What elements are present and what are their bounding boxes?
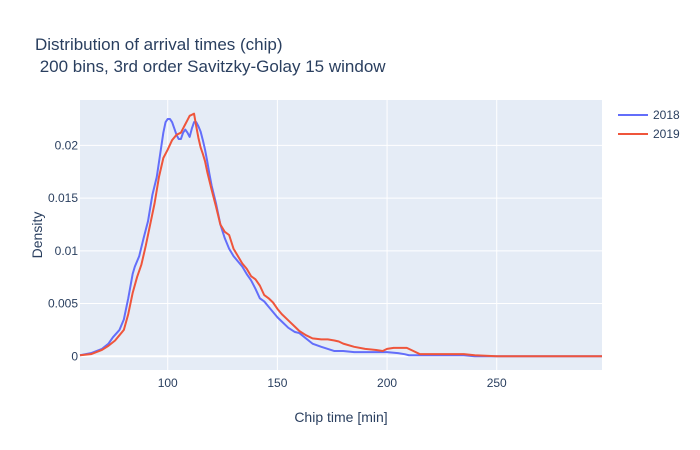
x-axis-ticks: 100 150 200 250 [158, 376, 507, 390]
x-axis-title: Chip time [min] [294, 409, 387, 425]
chart-title-line2: 200 bins, 3rd order Savitzky-Golay 15 wi… [35, 57, 386, 76]
legend-item-2018[interactable]: 2018 [618, 108, 680, 122]
x-tick-label: 200 [377, 376, 397, 390]
y-axis-ticks: 0 0.005 0.01 0.015 0.02 [48, 138, 78, 363]
y-tick-label: 0.02 [55, 138, 79, 152]
legend-label: 2018 [653, 108, 680, 122]
legend[interactable]: 2018 2019 [618, 108, 680, 141]
series-line-2019 [79, 112, 602, 358]
x-tick-label: 100 [158, 376, 178, 390]
x-tick-label: 150 [267, 376, 287, 390]
y-axis-title: Density [29, 212, 45, 259]
y-tick-label: 0 [71, 349, 78, 363]
y-tick-label: 0.015 [48, 191, 78, 205]
x-tick-label: 250 [487, 376, 507, 390]
chart-title-line1: Distribution of arrival times (chip) [35, 35, 283, 54]
plot-area [80, 100, 602, 370]
series-line-2018 [79, 117, 602, 358]
gridlines [80, 100, 602, 370]
series-lines [79, 112, 602, 358]
legend-label: 2019 [653, 127, 680, 141]
y-tick-label: 0.01 [55, 244, 79, 258]
legend-item-2019[interactable]: 2019 [618, 127, 680, 141]
y-tick-label: 0.005 [48, 297, 78, 311]
